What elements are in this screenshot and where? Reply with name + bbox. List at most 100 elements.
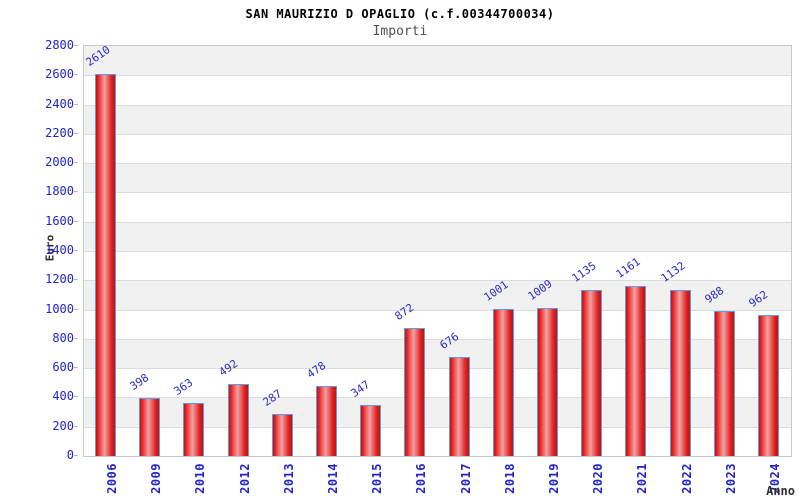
chart-title: SAN MAURIZIO D OPAGLIO (c.f.00344700034): [245, 7, 555, 21]
y-axis-ticks: 0 200 400 600 800 1000 1200 1400 1600 1800 2000 220…: [0, 38, 78, 462]
bar-value-label: 287: [260, 386, 285, 409]
y-tick-mark: [74, 455, 78, 456]
plot-area: 2610 2006 398 2009 363 2010 492 2012 287 2013 478 2…: [83, 42, 792, 494]
bar: [536, 308, 558, 456]
gridline: [84, 309, 791, 311]
x-tick-label: 2013: [281, 463, 296, 494]
bar-value-label: 676: [437, 329, 461, 353]
x-tick-label: 2016: [414, 463, 429, 494]
y-tick-label: 1000: [45, 301, 74, 316]
background-band: [84, 221, 791, 251]
bar: [448, 357, 470, 456]
bar-value-label: 988: [702, 284, 726, 307]
background-band: [84, 133, 791, 164]
x-tick-label: 2018: [502, 463, 517, 494]
gridline: [84, 280, 791, 282]
y-tick-label: 1400: [45, 243, 74, 257]
chart-subtitle: Importi: [372, 24, 428, 39]
bar: [271, 413, 293, 456]
bar-value-label: 2610: [83, 42, 113, 69]
bar-value-label: 962: [746, 288, 771, 311]
y-tick-mark: [74, 103, 78, 105]
bar-value-label: 1009: [525, 277, 555, 304]
x-tick-label: 2015: [370, 463, 385, 494]
background-band: [84, 104, 791, 134]
bar-slot: 988 2023: [702, 46, 747, 494]
y-tick-mark: [74, 162, 78, 164]
bar: [95, 73, 117, 456]
bar: [227, 383, 249, 456]
bar-value-label: 1001: [481, 278, 511, 305]
y-tick-label: 2000: [45, 155, 74, 170]
gridline: [84, 221, 791, 223]
bar-value-label: 872: [392, 301, 417, 324]
y-tick-label: 600: [52, 360, 74, 375]
bar: [581, 289, 603, 456]
gridline: [84, 75, 791, 77]
x-tick-label: 2012: [237, 463, 252, 494]
y-tick-mark: [74, 337, 78, 339]
bar: [713, 311, 735, 456]
bar-value-label: 1135: [569, 258, 599, 285]
bar: [492, 309, 514, 456]
gridline: [84, 192, 791, 194]
bar-slot: 962 2024: [746, 46, 791, 494]
x-tick-label: 2020: [591, 463, 606, 494]
bar-slot: 1135 2020: [569, 46, 614, 494]
y-tick-label: 1200: [45, 272, 74, 287]
bar-slot: 1161 2021: [613, 46, 658, 494]
y-tick-mark: [74, 250, 78, 251]
y-tick-mark: [74, 45, 78, 46]
y-tick-label: 200: [52, 418, 74, 433]
x-tick-label: 2006: [105, 463, 120, 494]
bar-value-label: 492: [216, 356, 240, 379]
bar-slot: 1009 2019: [525, 46, 570, 493]
y-tick-label: 400: [52, 389, 74, 404]
bar-slot: 492 2012: [216, 46, 261, 494]
gridline: [84, 251, 791, 252]
bar-slot: 347 2015: [348, 46, 393, 494]
bar: [404, 328, 426, 456]
y-tick-label: 2200: [45, 125, 74, 140]
bar-slot: 363 2010: [172, 46, 216, 494]
bar-slot: 1001 2018: [481, 46, 526, 494]
bar-slot: 2610 2006: [83, 42, 128, 494]
bar: [183, 402, 205, 456]
background-band: [84, 163, 791, 193]
y-tick-mark: [74, 132, 78, 134]
y-tick-mark: [74, 279, 78, 281]
y-tick-mark: [74, 74, 78, 76]
x-tick-label: 2009: [149, 463, 164, 494]
y-tick-label: 1600: [45, 213, 74, 228]
bar-slot: 1132 2022: [658, 46, 702, 494]
bar-slot: 872 2016: [392, 46, 437, 494]
x-axis-label: Anno: [766, 484, 795, 498]
bar-value-label: 1132: [658, 259, 688, 286]
bar-slot: 287 2013: [260, 46, 305, 494]
bar-value-label: 398: [127, 370, 152, 393]
y-tick-mark: [74, 191, 78, 193]
gridline: [84, 426, 791, 428]
y-tick-label: 2800: [45, 38, 74, 52]
bar-slot: 676 2017: [437, 46, 482, 494]
bar-value-label: 347: [348, 378, 373, 401]
background-band: [84, 46, 791, 76]
x-tick-label: 2023: [723, 463, 738, 494]
background-band: [84, 75, 791, 105]
bar-slot: 478 2014: [305, 46, 349, 494]
x-tick-label: 2022: [679, 463, 694, 494]
bar-value-label: 1161: [613, 255, 644, 281]
x-tick-label: 2021: [635, 463, 650, 494]
bar-slots: 2610 2006 398 2009 363 2010 492 2012 287 2013 478 2…: [83, 42, 791, 494]
y-tick-label: 2400: [45, 96, 74, 111]
x-tick-label: 2010: [193, 463, 208, 494]
gridline: [84, 133, 791, 135]
gridline: [84, 368, 791, 370]
bar: [757, 315, 779, 456]
gridline: [84, 397, 791, 399]
y-tick-mark: [74, 367, 78, 369]
x-tick-label: 2017: [458, 463, 473, 494]
bar: [360, 405, 382, 456]
bar-value-label: 363: [172, 375, 196, 398]
